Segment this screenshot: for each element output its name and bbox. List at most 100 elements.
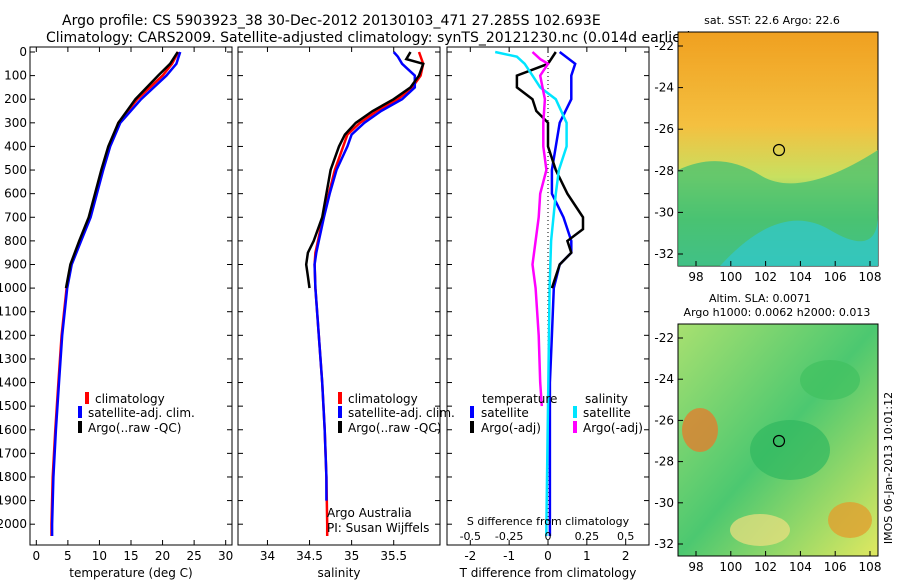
map-lat-label: -24 bbox=[654, 372, 674, 386]
depth-tick-label: 1600 bbox=[0, 423, 27, 437]
s-tick-label: 0.25 bbox=[575, 530, 600, 543]
map-lon-label: 108 bbox=[859, 270, 882, 284]
depth-tick-label: 900 bbox=[4, 257, 27, 271]
map-lon-label: 98 bbox=[688, 560, 703, 574]
series-line-salinity-argo-adj- bbox=[531, 51, 550, 407]
s-tick-label: -0.5 bbox=[460, 530, 481, 543]
header-line1: Argo profile: CS 5903923_38 30-Dec-2012 … bbox=[62, 13, 601, 29]
map-lon-label: 108 bbox=[859, 560, 882, 574]
x-tick-label: 1 bbox=[583, 549, 591, 563]
legend-title-temperature: temperature bbox=[482, 392, 557, 406]
x-tick-label: -2 bbox=[464, 549, 476, 563]
legend-title-salinity: salinity bbox=[585, 392, 628, 406]
depth-tick-label: 300 bbox=[4, 116, 27, 130]
depth-tick-label: 1100 bbox=[0, 305, 27, 319]
temperature-legend: climatology satellite-adj. clim. Argo(..… bbox=[78, 392, 195, 435]
s-tick-label: 0 bbox=[545, 530, 552, 543]
legend-label: satellite-adj. clim. bbox=[348, 406, 455, 420]
depth-tick-label: 1400 bbox=[0, 376, 27, 390]
depth-tick-label: 1800 bbox=[0, 470, 27, 484]
map-lat-label: -24 bbox=[654, 81, 674, 95]
depth-tick-label: 1300 bbox=[0, 352, 27, 366]
s-tick-label: -0.25 bbox=[495, 530, 523, 543]
temperature-panel bbox=[29, 46, 233, 546]
map-lon-label: 102 bbox=[754, 270, 777, 284]
x-tick-label: 30 bbox=[218, 549, 233, 563]
x-tick-label: 25 bbox=[186, 549, 201, 563]
series-line-salinity-satellite bbox=[494, 50, 568, 536]
credit-line2: PI: Susan Wijffels bbox=[327, 521, 429, 535]
series-line-temperature-argo-adj- bbox=[515, 51, 585, 289]
sla-high-patch bbox=[828, 502, 872, 538]
depth-tick-label: 0 bbox=[19, 45, 27, 59]
depth-tick-label: 1500 bbox=[0, 399, 27, 413]
sst-map-axes: -22 -24 -26 -28 -30 -32 98 100 102 104 106 108 bbox=[654, 39, 881, 284]
depth-tick-label: 1200 bbox=[0, 328, 27, 342]
sla-low-patch bbox=[750, 420, 830, 480]
imos-timestamp: IMOS 06-Jan-2013 10:01:12 bbox=[882, 392, 895, 544]
depth-tick-label: 1900 bbox=[0, 494, 27, 508]
temperature-xlabel: temperature (deg C) bbox=[69, 566, 192, 580]
legend-label: satellite bbox=[481, 406, 529, 420]
map-lat-label: -32 bbox=[654, 247, 674, 261]
sla-map-axes: -22 -24 -26 -28 -30 -32 98 100 102 104 106 108 bbox=[654, 331, 881, 574]
salinity-legend: climatology satellite-adj. clim. Argo(..… bbox=[338, 392, 455, 435]
legend-label: satellite bbox=[583, 406, 631, 420]
series-line-climatology bbox=[50, 51, 180, 536]
series-line-temperature-satellite bbox=[548, 51, 577, 536]
map-lat-label: -26 bbox=[654, 413, 674, 427]
map-lon-label: 106 bbox=[824, 560, 847, 574]
salinity-xlabel: salinity bbox=[317, 566, 360, 580]
legend-label: climatology bbox=[348, 392, 418, 406]
depth-tick-label: 600 bbox=[4, 187, 27, 201]
sla-high-patch bbox=[682, 408, 718, 452]
temperature-plot: 0 5 10 15 20 25 30 bbox=[32, 47, 233, 563]
map-lat-label: -26 bbox=[654, 122, 674, 136]
depth-tick-label: 100 bbox=[4, 69, 27, 83]
sst-cold-region bbox=[720, 210, 879, 266]
map-lat-label: -32 bbox=[654, 537, 674, 551]
s-tick-label: 0.5 bbox=[617, 530, 635, 543]
sla-map-title1: Altim. SLA: 0.0071 bbox=[709, 292, 811, 305]
legend-label: Argo(-adj) bbox=[481, 421, 541, 435]
map-lon-label: 100 bbox=[719, 560, 742, 574]
x-tick-label: 34.5 bbox=[296, 549, 323, 563]
sla-low-patch bbox=[800, 360, 860, 400]
legend-label: satellite-adj. clim. bbox=[88, 406, 195, 420]
sla-map bbox=[677, 323, 879, 557]
map-lon-label: 102 bbox=[754, 560, 777, 574]
series-line-satellite-adj-clim- bbox=[50, 51, 182, 536]
depth-tick-label: 800 bbox=[4, 234, 27, 248]
x-tick-label: 2 bbox=[622, 549, 630, 563]
map-lat-label: -28 bbox=[654, 164, 674, 178]
map-lon-label: 104 bbox=[789, 560, 812, 574]
salinity-plot: 34 34.5 35 35.5 bbox=[260, 47, 425, 563]
x-tick-label: 20 bbox=[155, 549, 170, 563]
legend-label: Argo(..raw -QC) bbox=[348, 421, 441, 435]
map-lon-label: 100 bbox=[719, 270, 742, 284]
map-lat-label: -30 bbox=[654, 205, 674, 219]
x-tick-label: 35.5 bbox=[380, 549, 407, 563]
map-lat-label: -30 bbox=[654, 496, 674, 510]
sla-map-title2: Argo h1000: 0.0062 h2000: 0.013 bbox=[684, 306, 871, 319]
series-line-argo-raw-qc- bbox=[64, 51, 179, 289]
depth-tick-label: 700 bbox=[4, 210, 27, 224]
x-tick-label: -1 bbox=[503, 549, 515, 563]
salinity-panel bbox=[237, 46, 441, 546]
difference-plot: -2 -1 0 1 2 -0.5 -0.25 0 0.25 0.5 bbox=[460, 47, 635, 563]
x-tick-label: 0 bbox=[544, 549, 552, 563]
map-lat-label: -22 bbox=[654, 39, 674, 53]
difference-legend: temperature salinity satellite Argo(-adj… bbox=[470, 392, 643, 435]
x-tick-label: 34 bbox=[260, 549, 275, 563]
depth-axis: 0 100 200 300 400 500 600 700 800 900 1000 1100 1200… bbox=[0, 45, 649, 531]
series-line-climatology bbox=[313, 51, 425, 536]
x-tick-label: 15 bbox=[123, 549, 138, 563]
depth-tick-label: 500 bbox=[4, 163, 27, 177]
x-tick-label: 35 bbox=[344, 549, 359, 563]
map-lon-label: 106 bbox=[824, 270, 847, 284]
x-tick-label: 5 bbox=[64, 549, 72, 563]
map-lon-label: 98 bbox=[688, 270, 703, 284]
depth-tick-label: 1700 bbox=[0, 446, 27, 460]
header-line2: Climatology: CARS2009. Satellite-adjuste… bbox=[46, 30, 692, 46]
depth-tick-label: 1000 bbox=[0, 281, 27, 295]
